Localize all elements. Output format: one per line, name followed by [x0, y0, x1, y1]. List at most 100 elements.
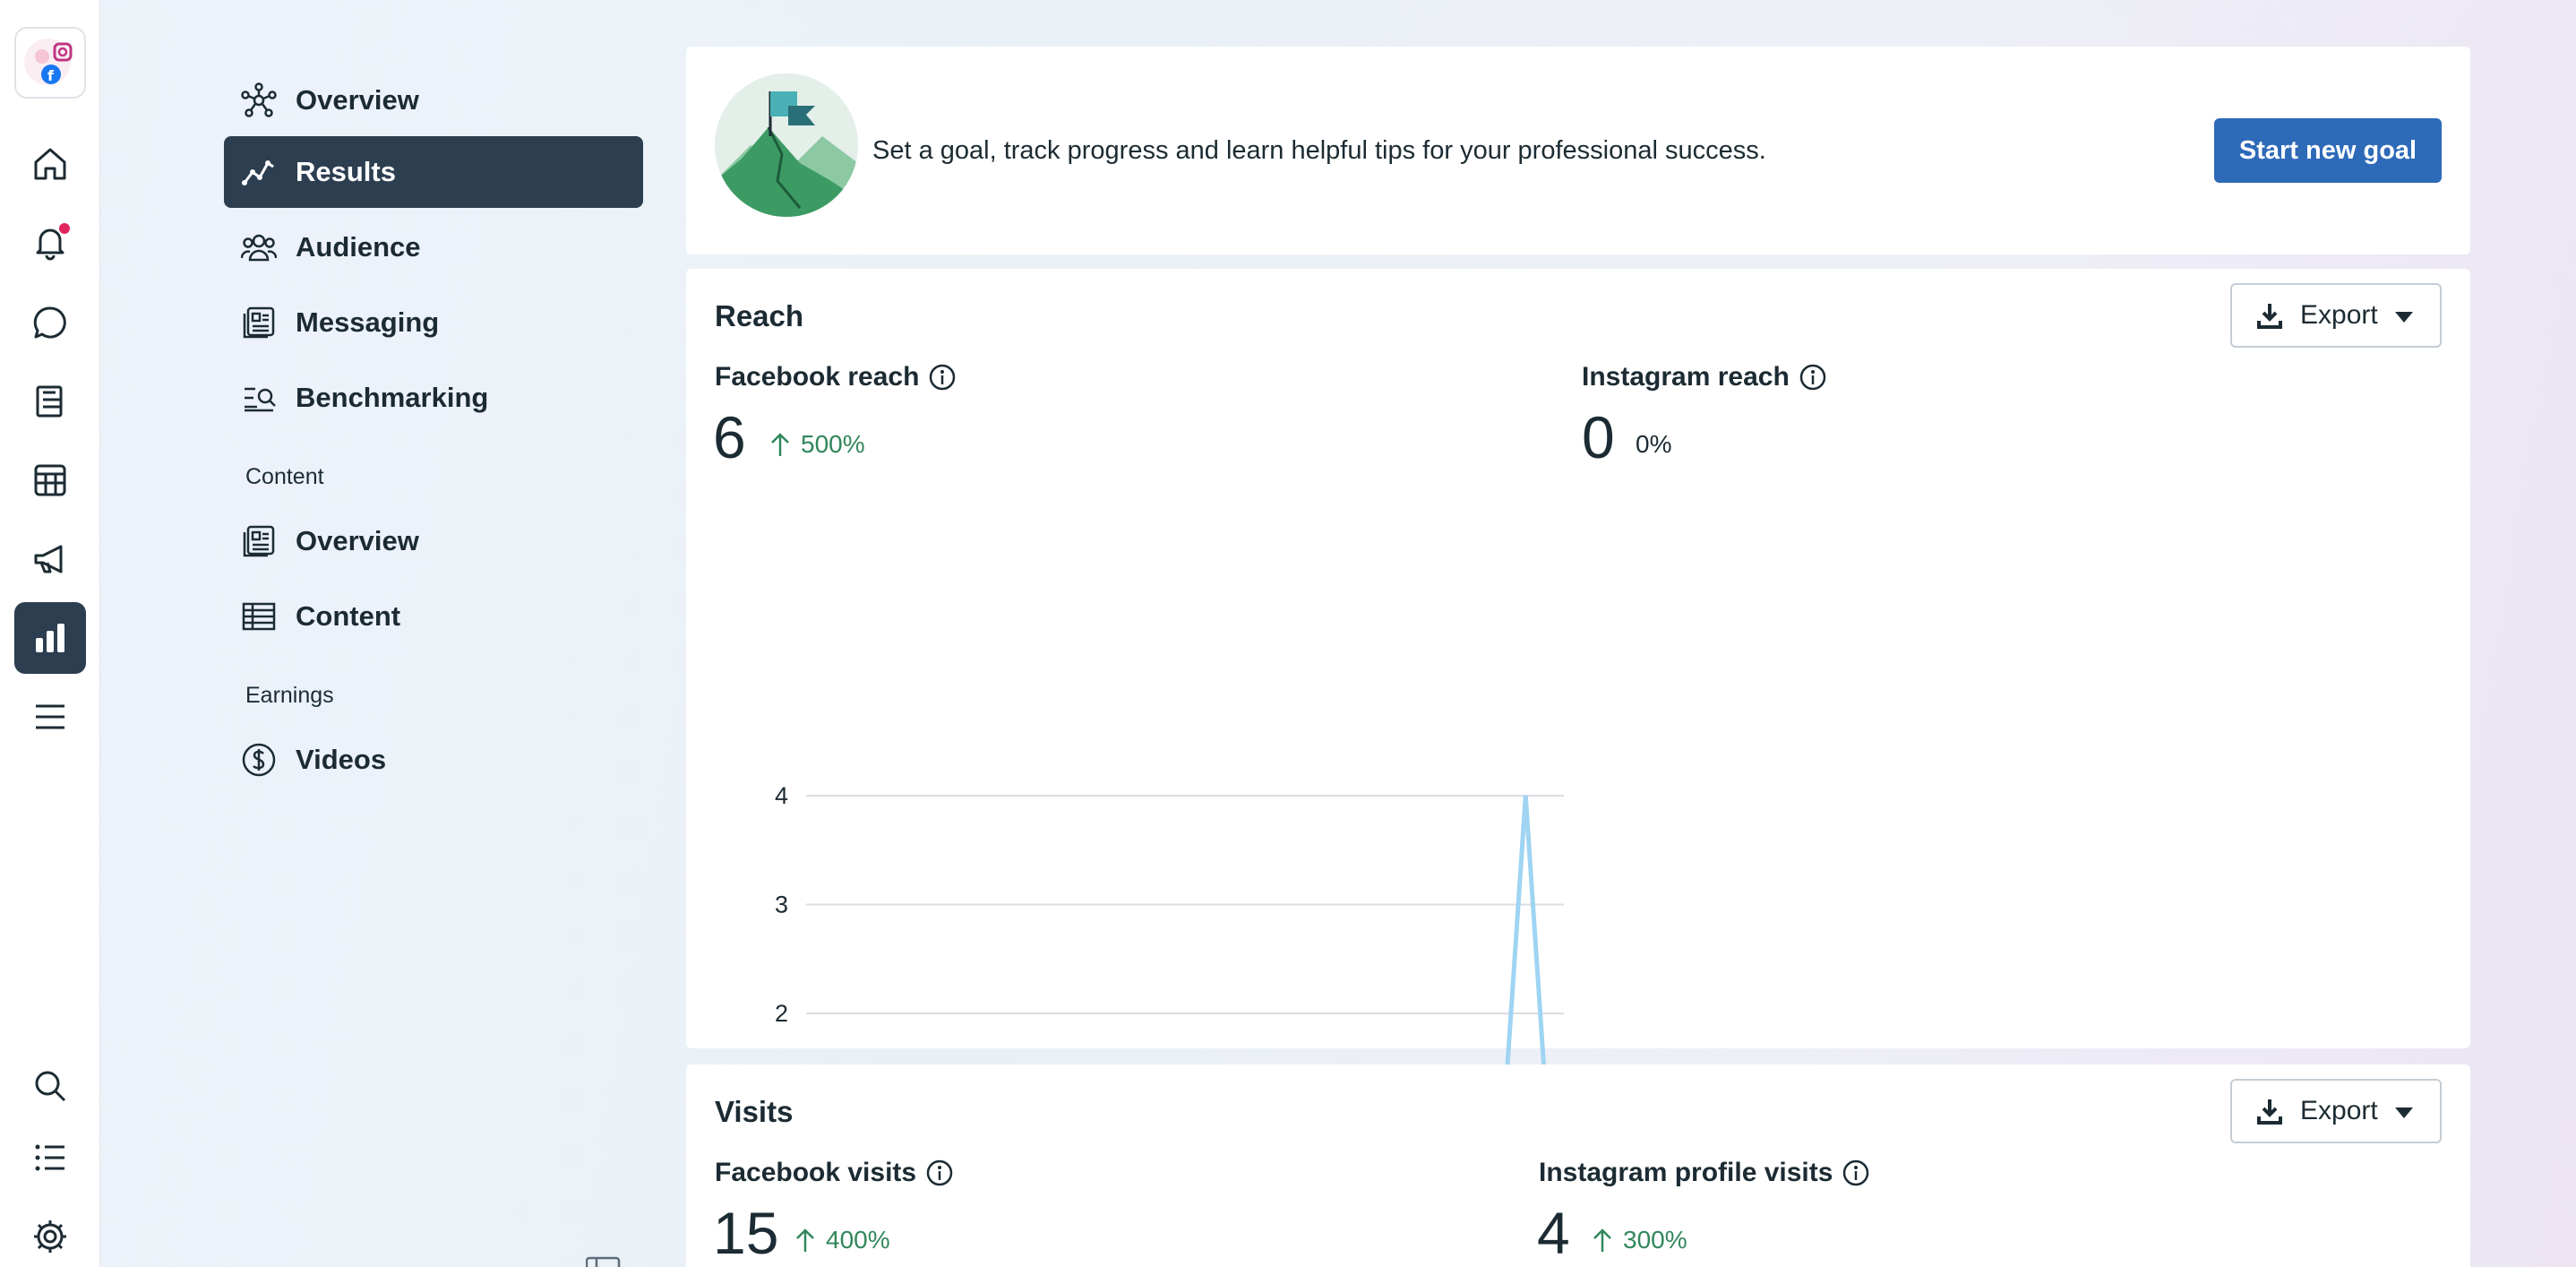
- facebook-visits-label-text: Facebook visits: [715, 1158, 917, 1187]
- nav-section-content: Content: [245, 464, 324, 489]
- message-card-icon: [240, 304, 278, 341]
- facebook-visits-label: Facebook visits: [715, 1158, 954, 1188]
- facebook-reach-label: Facebook reach: [715, 362, 957, 392]
- chevron-down-icon: [2395, 312, 2413, 323]
- hamburger-menu-icon: [36, 704, 64, 729]
- facebook-visits-value: 15: [713, 1200, 779, 1266]
- search-icon: [35, 1071, 66, 1102]
- notifications-button[interactable]: [14, 207, 86, 279]
- nav-item-results[interactable]: Results: [224, 136, 643, 208]
- y-tick-label: 4: [775, 782, 788, 809]
- nav-item-label: Videos: [296, 744, 387, 775]
- notification-dot: [59, 223, 70, 234]
- menu-button[interactable]: [14, 681, 86, 753]
- info-icon[interactable]: [1799, 363, 1827, 392]
- megaphone-icon: [34, 545, 63, 573]
- facebook-visits-change: 400%: [794, 1226, 890, 1254]
- people-icon: [240, 228, 278, 266]
- visits-title: Visits: [715, 1095, 794, 1128]
- ads-button[interactable]: [14, 523, 86, 595]
- settings-button[interactable]: [14, 1201, 86, 1267]
- collapse-sidebar-icon[interactable]: [586, 1254, 622, 1267]
- nav-item-benchmarking[interactable]: Benchmarking: [224, 362, 643, 434]
- instagram-visits-change: 300%: [1591, 1226, 1687, 1254]
- arrow-up-icon: [796, 1228, 814, 1252]
- info-icon[interactable]: [925, 1159, 954, 1187]
- nav-item-label: Results: [296, 156, 396, 187]
- table-icon: [240, 598, 278, 635]
- y-tick-label: 3: [775, 892, 788, 918]
- nav-item-label: Overview: [296, 525, 419, 556]
- message-card-icon: [240, 522, 278, 560]
- facebook-reach-label-text: Facebook reach: [715, 362, 920, 392]
- goal-card: Set a goal, track progress and learn hel…: [686, 47, 2470, 254]
- content-button[interactable]: [14, 366, 86, 437]
- mountain-flag-icon: [715, 73, 858, 217]
- instagram-visits-label: Instagram profile visits: [1539, 1158, 1870, 1188]
- facebook-reach-change: 500%: [769, 430, 865, 459]
- nav-item-label: Benchmarking: [296, 382, 489, 413]
- nav-item-overview[interactable]: Overview: [224, 65, 643, 136]
- instagram-visits-value: 4: [1537, 1200, 1570, 1266]
- nav-item-label: Audience: [296, 231, 421, 263]
- arrow-up-icon: [1593, 1228, 1611, 1252]
- planner-button[interactable]: [14, 444, 86, 516]
- nav-item-content-overview[interactable]: Overview: [224, 505, 643, 577]
- visits-export-button[interactable]: Export: [2230, 1079, 2442, 1143]
- svg-text:f: f: [47, 67, 55, 84]
- instagram-reach-label: Instagram reach: [1582, 362, 1827, 392]
- dollar-icon: [240, 741, 278, 779]
- chat-bubble-icon: [33, 306, 66, 339]
- trend-icon: [240, 153, 278, 191]
- inbox-button[interactable]: [14, 287, 86, 358]
- instagram-reach-change: 0%: [1636, 430, 1672, 458]
- nav-item-audience[interactable]: Audience: [224, 211, 643, 283]
- goal-illustration: [715, 73, 858, 217]
- nav-item-videos[interactable]: Videos: [224, 724, 643, 796]
- insights-button[interactable]: [14, 602, 86, 674]
- gear-icon: [34, 1220, 66, 1253]
- nav-item-label: Overview: [296, 84, 419, 116]
- home-button[interactable]: [14, 128, 86, 200]
- arrow-up-icon: [771, 433, 789, 456]
- bell-icon: [36, 228, 64, 261]
- pages-icon: [36, 385, 63, 418]
- change-text: 400%: [826, 1226, 890, 1254]
- search-button[interactable]: [14, 1050, 86, 1122]
- download-icon: [2257, 1099, 2282, 1125]
- change-text: 500%: [801, 430, 865, 458]
- visits-card: Visits Export Facebook visits 15 400% In…: [686, 1064, 2470, 1267]
- chevron-down-icon: [2395, 1108, 2413, 1118]
- start-new-goal-button[interactable]: Start new goal: [2214, 118, 2442, 183]
- nav-item-label: Content: [296, 600, 401, 632]
- reach-title: Reach: [715, 299, 804, 332]
- info-icon[interactable]: [928, 363, 957, 392]
- account-avatar[interactable]: f: [14, 27, 86, 99]
- instagram-reach-label-text: Instagram reach: [1582, 362, 1790, 392]
- export-label: Export: [2300, 1096, 2378, 1125]
- all-tools-button[interactable]: [14, 1122, 86, 1194]
- nav-item-label: Messaging: [296, 306, 440, 338]
- nav-item-content[interactable]: Content: [224, 581, 643, 652]
- info-icon[interactable]: [1842, 1159, 1870, 1187]
- change-text: 300%: [1623, 1226, 1687, 1254]
- goal-description: Set a goal, track progress and learn hel…: [872, 136, 1766, 165]
- app-rail: f: [0, 0, 100, 1267]
- bulleted-list-icon: [35, 1144, 64, 1171]
- nav-section-earnings: Earnings: [245, 683, 334, 708]
- calendar-grid-icon: [34, 464, 66, 496]
- facebook-reach-value: 6: [713, 404, 746, 470]
- list-search-icon: [240, 379, 278, 417]
- home-icon: [34, 148, 66, 180]
- facebook-instagram-logo-icon: f: [24, 39, 73, 85]
- download-icon: [2257, 304, 2282, 329]
- nav-item-messaging[interactable]: Messaging: [224, 287, 643, 358]
- y-tick-label: 2: [775, 1000, 788, 1027]
- reach-export-button[interactable]: Export: [2230, 283, 2442, 348]
- instagram-visits-label-text: Instagram profile visits: [1539, 1158, 1833, 1187]
- export-label: Export: [2300, 300, 2378, 330]
- reach-card: Reach Export Facebook reach 6 500% Insta…: [686, 269, 2470, 1267]
- bar-chart-icon: [36, 624, 64, 652]
- instagram-reach-value: 0: [1582, 404, 1615, 470]
- nodes-icon: [240, 82, 278, 119]
